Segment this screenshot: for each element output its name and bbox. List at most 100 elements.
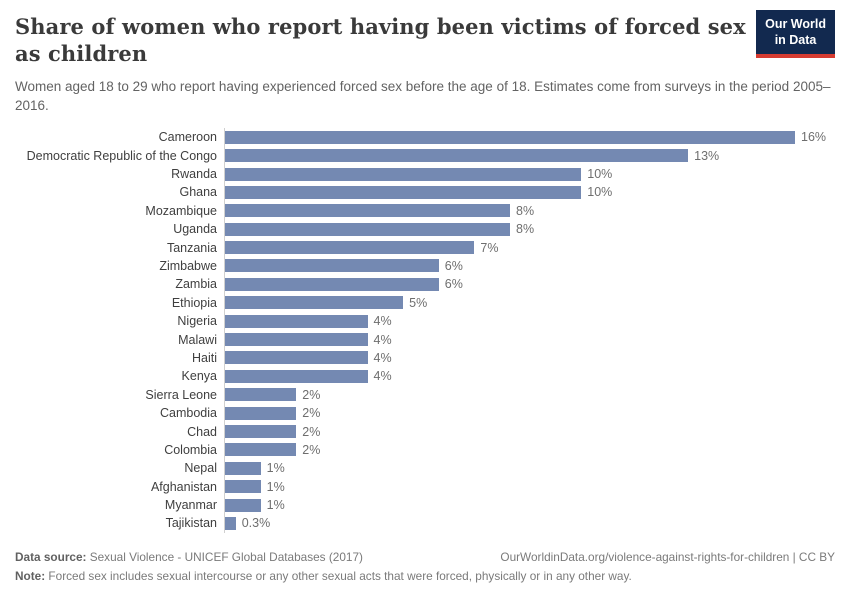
bar-value: 1% [266,461,285,476]
owid-logo-line2: in Data [774,32,817,47]
bar-value: 13% [694,148,720,163]
bar[interactable] [225,443,297,457]
bar-area: 10% [224,183,835,202]
bar[interactable] [225,314,368,328]
bar-value: 1% [266,498,285,513]
bar-label: Zambia [175,277,217,292]
bar-label: Nigeria [177,314,217,329]
bar-label: Zimbabwe [159,258,217,273]
bar[interactable] [225,222,510,236]
bar-label: Chad [187,424,217,439]
table-row: Cameroon 16% [15,128,835,147]
bar[interactable] [225,333,368,347]
chart-footer: Data source: Sexual Violence - UNICEF Gl… [0,548,850,587]
bar-value: 6% [444,258,463,273]
bar-area: 16% [224,128,835,147]
bar-chart: Cameroon 16% Democratic Republic of the … [15,128,835,533]
table-row: Mozambique 8% [15,201,835,221]
table-row: Colombia 2% [15,440,835,460]
bar-value: 0.3% [241,516,271,531]
bar[interactable] [225,388,297,402]
bar-area: 8% [224,220,835,239]
data-source-label: Data source: [15,549,87,564]
table-row: Malawi 4% [15,330,835,349]
bar[interactable] [225,461,261,475]
bar-value: 10% [587,185,613,200]
bar-area: 8% [224,201,835,221]
chart-rows: Cameroon 16% Democratic Republic of the … [15,128,835,533]
bar-label: Afghanistan [150,479,217,494]
bar-label: Ghana [179,185,217,200]
table-row: Rwanda 10% [15,164,835,184]
bar-value: 8% [516,203,535,218]
bar[interactable] [225,425,297,438]
bar-value: 10% [587,167,613,182]
bar[interactable] [225,498,261,512]
table-row: Afghanistan 1% [15,477,835,496]
bar-label: Myanmar [164,498,217,513]
bar-area: 2% [224,385,835,404]
table-row: Zimbabwe 6% [15,256,835,276]
bar[interactable] [225,149,689,163]
bar-area: 1% [224,459,835,478]
table-row: Nigeria 4% [15,311,835,331]
bar-area: 6% [224,275,835,294]
table-row: Uganda 8% [15,220,835,239]
bar-label: Tajikistan [165,516,217,531]
table-row: Nepal 1% [15,459,835,478]
table-row: Kenya 4% [15,367,835,386]
bar[interactable] [225,296,404,310]
table-row: Sierra Leone 2% [15,385,835,404]
bar-area: 7% [224,238,835,257]
bar-area: 4% [224,330,835,349]
bar-label: Kenya [181,369,217,384]
bar-value: 4% [373,369,392,384]
bar-value: 16% [801,130,827,145]
bar-label: Malawi [178,332,217,347]
owid-logo-line1: Our World [765,17,826,31]
bar-value: 4% [373,350,392,365]
owid-citation-link[interactable]: OurWorldinData.org/violence-against-righ… [500,549,835,564]
bar[interactable] [225,369,368,383]
bar[interactable] [225,351,368,365]
bar-label: Rwanda [171,167,217,182]
bar-area: 2% [224,403,835,423]
bar-label: Democratic Republic of the Congo [26,148,217,163]
bar-label: Nepal [184,461,217,476]
table-row: Ethiopia 5% [15,293,835,312]
bar-area: 1% [224,495,835,515]
bar-area: 5% [224,293,835,312]
bar[interactable] [225,130,795,144]
owid-logo[interactable]: Our World in Data [756,10,835,59]
note-label: Note: [15,569,46,584]
bar[interactable] [225,277,439,291]
bar[interactable] [225,480,261,494]
bar-label: Mozambique [145,203,217,218]
bar-area: 13% [224,146,835,165]
bar-label: Cameroon [158,130,217,145]
bar[interactable] [225,204,510,218]
bar-value: 1% [266,479,285,494]
bar-label: Sierra Leone [145,387,217,402]
table-row: Myanmar 1% [15,495,835,515]
bar-area: 4% [224,367,835,386]
bar-label: Haiti [191,350,217,365]
bar-label: Ethiopia [171,295,217,310]
note-text: Note: Forced sex includes sexual interco… [15,569,632,584]
table-row: Cambodia 2% [15,403,835,423]
bar[interactable] [225,241,475,255]
bar-area: 0.3% [224,514,835,533]
bar[interactable] [225,185,582,199]
bar[interactable] [225,516,236,530]
bar-area: 1% [224,477,835,496]
bar-label: Colombia [164,442,217,457]
bar-area: 2% [224,422,835,441]
bar-value: 2% [302,387,321,402]
bar-label: Uganda [173,222,217,237]
bar[interactable] [225,259,439,273]
bar-value: 6% [444,277,463,292]
bar-area: 10% [224,164,835,184]
data-source-text: Data source: Sexual Violence - UNICEF Gl… [15,549,363,564]
bar[interactable] [225,406,297,420]
bar[interactable] [225,167,582,181]
